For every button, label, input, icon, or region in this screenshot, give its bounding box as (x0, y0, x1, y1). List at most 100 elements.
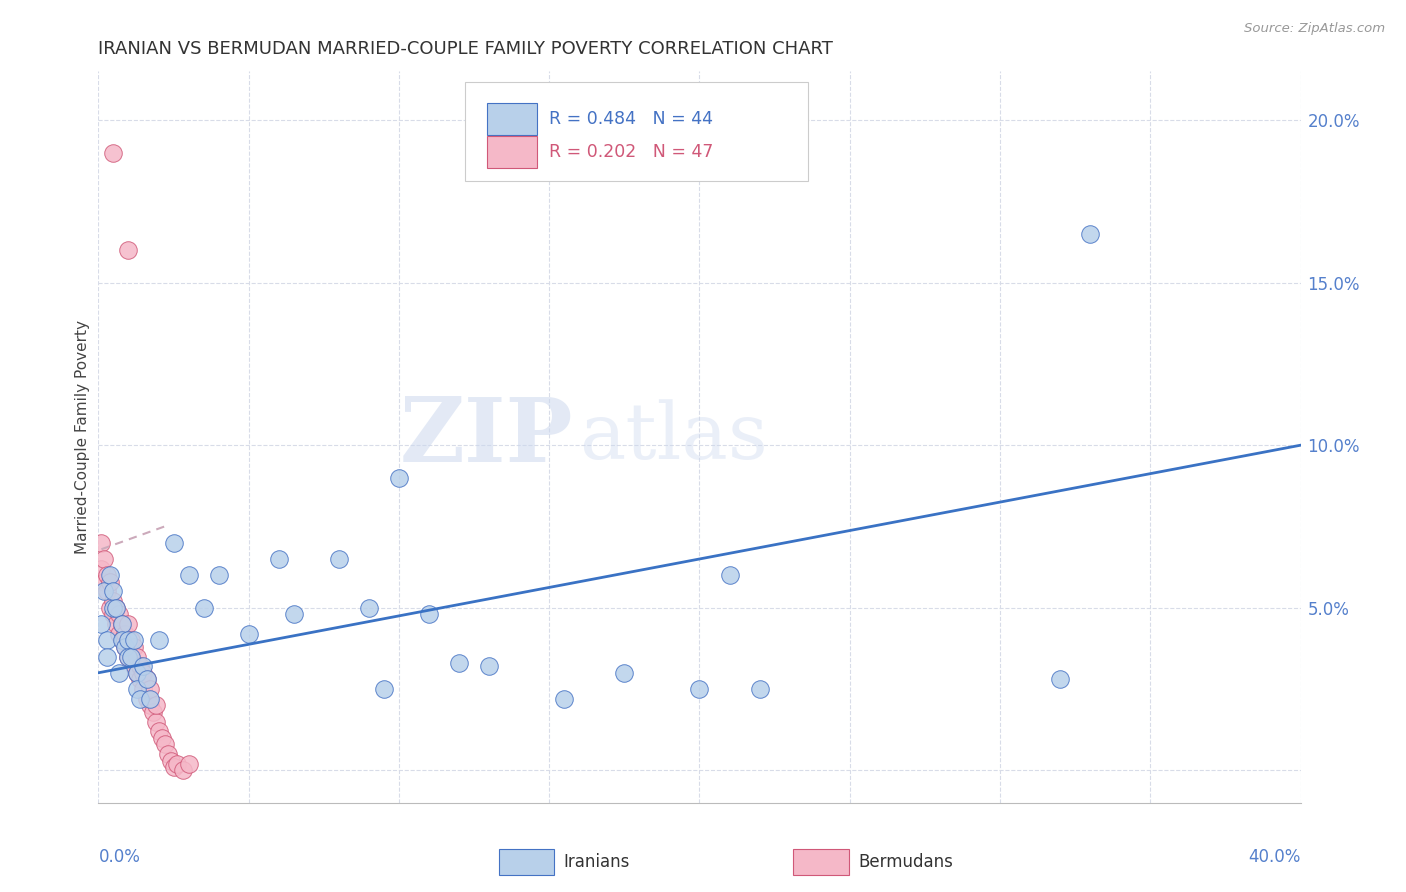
Point (117, 649, 139, 664)
Point (357, 600, 380, 615)
Point (114, 626, 136, 640)
Point (150, 731, 173, 745)
Point (108, 665, 131, 680)
Point (111, 633, 134, 648)
Point (135, 673, 157, 687)
Point (553, 691, 575, 706)
Point (108, 607, 131, 622)
Point (193, 600, 215, 615)
Point (388, 471, 411, 485)
Point (145, 698, 167, 713)
Point (129, 659, 152, 673)
Point (132, 659, 155, 673)
Point (100, 600, 122, 615)
Point (153, 737, 176, 751)
Point (117, 649, 139, 664)
Point (121, 633, 143, 648)
Point (93, 552, 115, 566)
Text: Bermudans: Bermudans (858, 853, 953, 871)
Point (718, 568, 741, 582)
FancyBboxPatch shape (793, 849, 849, 875)
Point (148, 633, 170, 648)
Text: IRANIAN VS BERMUDAN MARRIED-COUPLE FAMILY POVERTY CORRELATION CHART: IRANIAN VS BERMUDAN MARRIED-COUPLE FAMIL… (98, 40, 834, 58)
Point (90, 562, 112, 576)
Point (172, 764, 194, 778)
Point (96, 633, 118, 648)
Point (135, 691, 157, 706)
Point (127, 649, 149, 664)
Text: R = 0.484   N = 44: R = 0.484 N = 44 (550, 110, 713, 128)
Point (613, 665, 636, 680)
Point (447, 656, 470, 670)
Point (103, 594, 125, 608)
FancyBboxPatch shape (486, 136, 537, 168)
Point (156, 747, 179, 761)
Point (121, 649, 143, 664)
Point (96, 649, 118, 664)
Point (373, 681, 395, 696)
Point (138, 681, 160, 696)
FancyBboxPatch shape (486, 103, 537, 135)
Point (103, 607, 125, 622)
Point (238, 626, 260, 640)
Point (177, 756, 200, 771)
Point (283, 607, 305, 622)
Point (162, 760, 184, 774)
Point (124, 640, 146, 654)
Point (127, 681, 149, 696)
Point (111, 617, 134, 632)
Point (105, 600, 128, 615)
Point (145, 714, 167, 729)
Point (100, 574, 122, 589)
Point (114, 640, 136, 654)
Point (103, 584, 125, 599)
Point (1078, 227, 1101, 241)
Point (748, 681, 770, 696)
Point (129, 691, 152, 706)
Point (124, 633, 146, 648)
Point (127, 665, 149, 680)
Point (93, 574, 115, 589)
Point (141, 705, 163, 719)
Point (208, 568, 231, 582)
Point (166, 756, 188, 771)
Point (117, 617, 139, 632)
Text: Iranians: Iranians (564, 853, 630, 871)
Point (138, 691, 160, 706)
Point (117, 633, 139, 648)
Text: R = 0.202   N = 47: R = 0.202 N = 47 (550, 143, 714, 161)
Point (124, 659, 146, 673)
Point (96, 568, 118, 582)
Point (135, 673, 157, 687)
Point (114, 640, 136, 654)
Point (121, 649, 143, 664)
Point (105, 600, 128, 615)
Point (148, 724, 170, 739)
Point (159, 754, 181, 768)
Point (117, 633, 139, 648)
Y-axis label: Married-Couple Family Poverty: Married-Couple Family Poverty (75, 320, 90, 554)
Point (129, 673, 152, 687)
Point (328, 552, 350, 566)
Point (111, 633, 134, 648)
Point (138, 698, 160, 713)
Point (96, 584, 118, 599)
Point (108, 626, 131, 640)
Text: ZIP: ZIP (399, 393, 574, 481)
Point (132, 665, 155, 680)
FancyBboxPatch shape (465, 82, 807, 181)
Point (177, 568, 200, 582)
Point (111, 617, 134, 632)
Point (132, 681, 155, 696)
Point (100, 568, 122, 582)
Point (478, 659, 501, 673)
Point (90, 617, 112, 632)
Text: atlas: atlas (579, 400, 768, 475)
Point (93, 584, 115, 599)
Point (105, 617, 128, 632)
Text: Source: ZipAtlas.com: Source: ZipAtlas.com (1244, 22, 1385, 36)
FancyBboxPatch shape (499, 849, 554, 875)
Point (267, 552, 290, 566)
Point (689, 681, 711, 696)
Point (103, 600, 125, 615)
